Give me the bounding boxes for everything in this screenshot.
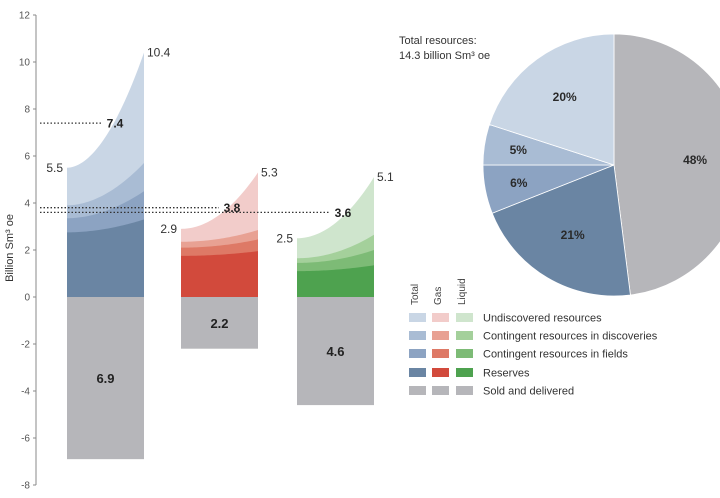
y-tick-label: 10 bbox=[19, 58, 31, 69]
y-tick-label: -2 bbox=[21, 340, 30, 351]
legend-swatch bbox=[456, 331, 473, 340]
pie-label-3: 6% bbox=[510, 176, 528, 190]
legend: Total Gas Liquid Undiscovered resources Cont… bbox=[409, 278, 658, 398]
legend-swatch bbox=[432, 386, 449, 395]
pie-label-5: 20% bbox=[553, 90, 577, 104]
stacked-areas bbox=[67, 52, 374, 297]
start-label-gas: 2.9 bbox=[160, 222, 177, 236]
pie-label-4: 5% bbox=[510, 143, 528, 157]
legend-swatch bbox=[456, 386, 473, 395]
y-tick-label: -8 bbox=[21, 481, 30, 492]
legend-swatch bbox=[409, 349, 426, 358]
y-tick-label: 8 bbox=[24, 105, 30, 116]
legend-swatch bbox=[432, 313, 449, 322]
legend-header-liquid: Liquid bbox=[457, 278, 468, 305]
pie-chart: 48% 21% 6% 5% 20% bbox=[482, 33, 720, 297]
sold-bar-liquid bbox=[297, 297, 374, 406]
y-tick-label: 4 bbox=[24, 199, 30, 210]
mid-label-liquid: 3.6 bbox=[335, 206, 352, 220]
pie-title-line2: 14.3 billion Sm³ oe bbox=[399, 50, 490, 62]
sold-bar-total bbox=[67, 297, 144, 460]
legend-swatch bbox=[432, 331, 449, 340]
end-label-gas: 5.3 bbox=[261, 165, 278, 179]
y-tick-label: -6 bbox=[21, 434, 30, 445]
pie-slice-2 bbox=[491, 164, 631, 297]
pie-label-1: 48% bbox=[683, 153, 707, 167]
area-liquid-reserves bbox=[297, 265, 374, 297]
mid-label-total: 7.4 bbox=[107, 117, 124, 131]
legend-header-gas: Gas bbox=[433, 287, 444, 305]
legend-swatch bbox=[409, 368, 426, 377]
legend-swatch bbox=[432, 368, 449, 377]
legend-swatch bbox=[409, 313, 426, 322]
y-tick-label: 0 bbox=[24, 293, 30, 304]
mid-label-gas: 3.8 bbox=[224, 201, 241, 215]
area-gas-reserves bbox=[181, 251, 258, 297]
pie-slice-5 bbox=[488, 33, 615, 166]
pie-title-line1: Total resources: bbox=[399, 35, 477, 47]
legend-label-4: Reserves bbox=[483, 368, 530, 380]
legend-swatch bbox=[456, 368, 473, 377]
pie-slice-1 bbox=[613, 33, 720, 296]
area-total-reserves bbox=[67, 219, 144, 297]
start-label-liquid: 2.5 bbox=[276, 231, 293, 245]
pie-label-2: 21% bbox=[561, 228, 585, 242]
start-label-total: 5.5 bbox=[46, 161, 63, 175]
sold-label-total: 6.9 bbox=[96, 371, 114, 386]
legend-swatch bbox=[456, 349, 473, 358]
legend-label-5: Sold and delivered bbox=[483, 386, 574, 398]
end-label-total: 10.4 bbox=[147, 46, 171, 60]
sold-bar-gas bbox=[181, 297, 258, 349]
y-tick-label: 2 bbox=[24, 246, 30, 257]
end-label-liquid: 5.1 bbox=[377, 170, 394, 184]
legend-swatch bbox=[456, 313, 473, 322]
sold-bars bbox=[67, 297, 374, 460]
legend-label-3: Contingent resources in fields bbox=[483, 349, 628, 361]
y-tick-label: 12 bbox=[19, 11, 31, 22]
legend-header-total: Total bbox=[410, 284, 421, 305]
value-labels: 6.9 5.5 10.4 2.2 2.9 5.3 4.6 2.5 5.1 7.4 3.8 3.6 bbox=[40, 46, 394, 386]
y-tick-label: -4 bbox=[21, 387, 30, 398]
y-axis: -8 -6 -4 -2 0 2 4 6 8 10 12 bbox=[19, 11, 37, 492]
pie-title: Total resources: 14.3 billion Sm³ oe bbox=[399, 35, 490, 62]
sold-label-liquid: 4.6 bbox=[326, 344, 344, 359]
y-tick-label: 6 bbox=[24, 152, 30, 163]
legend-swatch bbox=[409, 386, 426, 395]
y-axis-title: Billion Sm³ oe bbox=[4, 214, 16, 282]
legend-swatch bbox=[432, 349, 449, 358]
sold-label-gas: 2.2 bbox=[210, 316, 228, 331]
legend-swatch bbox=[409, 331, 426, 340]
legend-label-1: Undiscovered resources bbox=[483, 313, 602, 325]
legend-label-2: Contingent resources in discoveries bbox=[483, 331, 658, 343]
